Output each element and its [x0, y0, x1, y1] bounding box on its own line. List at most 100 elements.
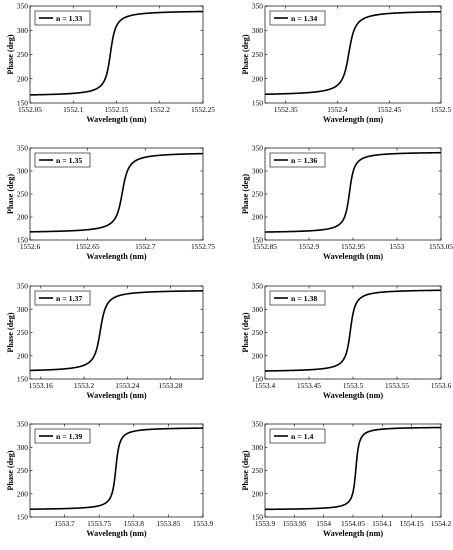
x-tick-label: 1553.4 — [255, 381, 276, 390]
y-tick-label: 200 — [252, 351, 263, 360]
phase-curve — [264, 426, 442, 511]
y-tick-label: 150 — [252, 99, 263, 108]
x-axis-label: Wavelength (nm) — [86, 252, 147, 261]
x-tick-label: 1553.95 — [282, 519, 306, 528]
legend-label: n = 1.39 — [56, 432, 82, 441]
y-axis-label: Phase (deg) — [6, 312, 15, 353]
x-tick-label: 1554.15 — [400, 519, 424, 528]
y-tick-label: 200 — [17, 351, 28, 360]
y-tick-label: 300 — [17, 167, 28, 176]
y-tick-label: 200 — [17, 213, 28, 222]
y-tick-label: 250 — [17, 328, 28, 337]
x-tick-label: 1552.9 — [299, 242, 320, 251]
y-tick-label: 150 — [17, 99, 28, 108]
phase-curve — [29, 427, 204, 510]
legend-box — [269, 290, 326, 306]
y-tick-label: 300 — [17, 305, 28, 314]
y-tick-label: 200 — [252, 213, 263, 222]
y-axis-label: Phase (deg) — [241, 450, 250, 491]
legend-box — [269, 428, 326, 444]
y-tick-label: 300 — [17, 26, 28, 35]
y-tick-label: 200 — [252, 489, 263, 498]
y-axis-label: Phase (deg) — [6, 174, 15, 215]
subplot-6: 1553.4 1553.45 1553.5 1553.55 1553.6 150 200 25… — [241, 282, 451, 400]
y-axis-label: Phase (deg) — [241, 312, 250, 353]
x-tick-label: 1552.85 — [253, 242, 277, 251]
y-tick-label: 200 — [17, 74, 28, 83]
x-tick-label: 1552.4 — [327, 105, 348, 114]
x-tick-label: 1553.05 — [429, 242, 453, 251]
y-tick-label: 300 — [252, 305, 263, 314]
x-tick-label: 1553.9 — [193, 519, 214, 528]
y-tick-label: 350 — [252, 144, 263, 153]
x-tick-label: 1554.05 — [341, 519, 365, 528]
y-tick-label: 250 — [17, 190, 28, 199]
legend-label: n = 1.36 — [291, 156, 317, 165]
x-tick-label: 1552.75 — [191, 242, 215, 251]
legend-box — [34, 152, 91, 168]
y-tick-label: 350 — [17, 420, 28, 429]
phase-curve — [29, 10, 204, 96]
y-tick-label: 200 — [17, 489, 28, 498]
x-axis-label: Wavelength (nm) — [86, 391, 147, 400]
legend-box — [34, 290, 91, 306]
x-tick-label: 1553.75 — [87, 519, 111, 528]
subplot-4: 1552.85 1552.9 1552.95 1553 1553.05 150 200 250… — [241, 144, 453, 261]
legend-label: n = 1.4 — [291, 432, 314, 441]
y-axis-label: Phase (deg) — [6, 34, 15, 75]
subplot-5: 1553.16 1553.2 1553.24 1553.28 150 200 250 300 3… — [6, 282, 204, 400]
x-tick-label: 1552.05 — [18, 105, 42, 114]
y-tick-label: 300 — [252, 26, 263, 35]
x-axis-label: Wavelength (nm) — [86, 115, 147, 124]
y-tick-label: 150 — [252, 236, 263, 245]
y-tick-label: 350 — [17, 2, 28, 11]
x-tick-label: 1552.2 — [150, 105, 171, 114]
x-tick-label: 1554 — [316, 519, 331, 528]
x-tick-label: 1552.1 — [63, 105, 84, 114]
y-tick-label: 150 — [17, 513, 28, 522]
x-tick-label: 1553.2 — [74, 381, 95, 390]
phase-curve — [29, 290, 204, 372]
y-tick-label: 300 — [17, 443, 28, 452]
x-axis-label: Wavelength (nm) — [323, 391, 384, 400]
x-tick-label: 1552.35 — [274, 105, 298, 114]
y-tick-label: 350 — [252, 420, 263, 429]
x-tick-label: 1553.6 — [431, 381, 452, 390]
phase-curve — [264, 151, 442, 233]
y-tick-label: 350 — [17, 282, 28, 291]
legend-label: n = 1.38 — [291, 294, 317, 303]
x-tick-label: 1553.7 — [54, 519, 75, 528]
x-tick-label: 1552.65 — [76, 242, 100, 251]
legend-box — [269, 152, 326, 168]
y-tick-label: 150 — [17, 236, 28, 245]
x-tick-label: 1552.95 — [341, 242, 365, 251]
y-tick-label: 250 — [252, 190, 263, 199]
x-tick-label: 1552.45 — [377, 105, 401, 114]
x-tick-label: 1554.1 — [372, 519, 393, 528]
legend-box — [269, 10, 326, 26]
y-axis-label: Phase (deg) — [241, 34, 250, 75]
legend-label: n = 1.34 — [291, 14, 317, 23]
y-axis-label: Phase (deg) — [6, 450, 15, 491]
phase-curve — [264, 289, 442, 372]
legend-label: n = 1.37 — [56, 294, 82, 303]
x-tick-label: 1553.55 — [385, 381, 409, 390]
y-tick-label: 350 — [17, 144, 28, 153]
y-tick-label: 250 — [17, 50, 28, 59]
x-tick-label: 1553.16 — [29, 381, 53, 390]
phase-curve — [264, 10, 442, 96]
x-tick-label: 1553.45 — [297, 381, 321, 390]
x-tick-label: 1554.2 — [431, 519, 452, 528]
x-tick-label: 1552.7 — [135, 242, 156, 251]
x-tick-label: 1553.8 — [124, 519, 145, 528]
y-tick-label: 250 — [252, 328, 263, 337]
y-tick-label: 300 — [252, 443, 263, 452]
y-tick-label: 250 — [17, 466, 28, 475]
y-tick-label: 200 — [252, 74, 263, 83]
x-tick-label: 1552.5 — [431, 105, 452, 114]
x-tick-label: 1553.24 — [115, 381, 139, 390]
y-tick-label: 150 — [17, 375, 28, 384]
subplot-3: 1552.6 1552.65 1552.7 1552.75 150 200 250 300 35… — [6, 144, 215, 261]
y-tick-label: 250 — [252, 50, 263, 59]
subplot-1: 1552.05 1552.1 1552.15 1552.2 1552.25 150 200 2… — [6, 2, 215, 124]
